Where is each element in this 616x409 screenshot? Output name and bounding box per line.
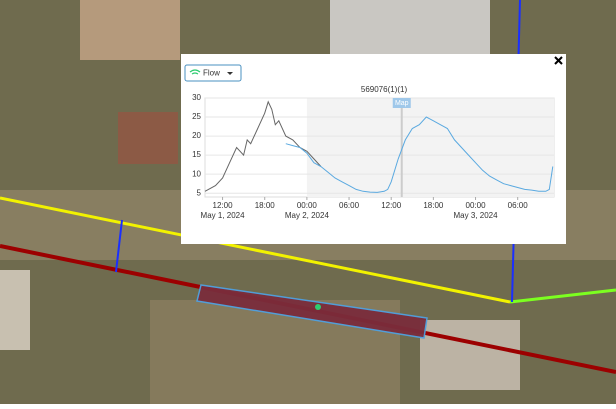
- y-tick-label: 30: [192, 93, 201, 102]
- close-button[interactable]: [554, 56, 563, 65]
- x-date-label: May 1, 2024: [201, 211, 246, 220]
- y-tick-label: 5: [197, 188, 202, 197]
- series-line: [285, 116, 554, 193]
- building: [118, 112, 178, 164]
- dropdown-label: Flow: [203, 69, 220, 78]
- building: [420, 320, 520, 390]
- pipe-green: [509, 288, 616, 304]
- building: [330, 0, 490, 55]
- y-tick-label: 25: [192, 112, 201, 121]
- highlight-band: [306, 98, 554, 197]
- chart-title: 569076(1)(1): [361, 85, 408, 94]
- selected-pipe[interactable]: [196, 284, 428, 339]
- building: [0, 270, 30, 350]
- x-date-label: May 3, 2024: [454, 211, 499, 220]
- x-tick-label: 00:00: [466, 201, 487, 210]
- x-tick-label: 12:00: [381, 201, 402, 210]
- flow-dropdown[interactable]: Flow: [184, 64, 242, 82]
- x-tick-label: 00:00: [297, 201, 318, 210]
- x-tick-label: 06:00: [508, 201, 529, 210]
- building: [80, 0, 180, 60]
- sensor[interactable]: [315, 304, 321, 310]
- y-tick-label: 20: [192, 131, 201, 140]
- x-tick-label: 18:00: [423, 201, 444, 210]
- marker-label: Map: [395, 100, 409, 107]
- y-tick-label: 10: [192, 169, 201, 178]
- x-tick-label: 06:00: [339, 201, 360, 210]
- x-date-label: May 2, 2024: [285, 211, 330, 220]
- marker-badge: [392, 98, 411, 108]
- x-tick-label: 12:00: [213, 201, 234, 210]
- x-tick-label: 18:00: [255, 201, 276, 210]
- pipe-yellow: [0, 196, 511, 304]
- series-line: [204, 100, 322, 192]
- pipe-blue: [115, 219, 123, 273]
- y-tick-label: 15: [192, 150, 201, 159]
